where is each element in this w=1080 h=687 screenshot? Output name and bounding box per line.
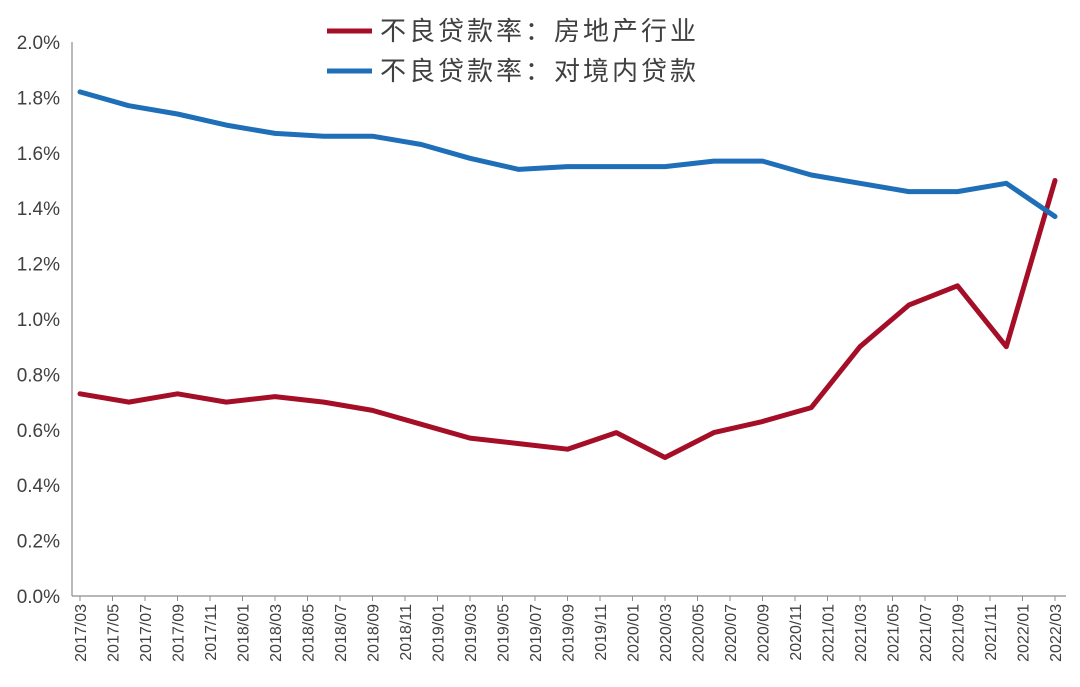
x-tick-label: 2021/11 (983, 604, 1000, 661)
y-tick-label: 1.6% (17, 144, 60, 165)
series-lines (77, 89, 1058, 460)
x-tick-label: 2020/11 (788, 604, 805, 661)
x-axis-ticks: 2017/03 2017/05 2017/07 2017/09 2017/11 2018/… (73, 596, 1065, 662)
x-tick-label: 2021/01 (821, 604, 838, 662)
y-tick-label: 0.2% (17, 532, 60, 553)
x-tick-label: 2019/01 (431, 604, 448, 662)
x-tick-label: 2020/09 (756, 604, 773, 662)
y-tick-label: 1.4% (17, 199, 60, 220)
x-tick-label: 2018/09 (366, 604, 383, 662)
y-tick-label: 0.0% (17, 587, 60, 608)
x-tick-label: 2022/01 (1016, 604, 1033, 662)
x-tick-label: 2017/11 (203, 604, 220, 661)
y-axis-ticks: 0.0% 0.2% 0.4% 0.6% 0.8% 1.0% 1.2% 1.4% 1.6% 1.8%… (17, 33, 60, 608)
x-tick-label: 2019/05 (496, 604, 513, 662)
series-line-domestic-loans (77, 89, 1058, 219)
legend-label-domestic-loans: 不良贷款率：对境内贷款 (380, 57, 699, 87)
x-tick-label: 2018/03 (268, 604, 285, 662)
legend-item-domestic-loans: 不良贷款率：对境内贷款 (327, 57, 699, 87)
y-tick-label: 1.0% (17, 310, 60, 331)
x-tick-label: 2019/03 (463, 604, 480, 662)
y-tick-label: 0.6% (17, 421, 60, 442)
y-tick-label: 0.8% (17, 365, 60, 386)
y-tick-label: 0.4% (17, 476, 60, 497)
x-tick-label: 2017/07 (138, 604, 155, 662)
x-tick-label: 2018/11 (398, 604, 415, 661)
y-tick-label: 1.2% (17, 255, 60, 276)
x-tick-label: 2017/05 (106, 604, 123, 662)
x-tick-label: 2017/09 (171, 604, 188, 662)
series-line-real-estate (77, 178, 1058, 460)
x-tick-label: 2021/07 (918, 604, 935, 662)
y-tick-label: 2.0% (17, 33, 60, 54)
x-tick-label: 2018/05 (301, 604, 318, 662)
y-tick-label: 1.8% (17, 88, 60, 109)
x-tick-label: 2022/03 (1048, 604, 1065, 662)
x-tick-label: 2020/03 (658, 604, 675, 662)
x-tick-label: 2020/01 (626, 604, 643, 662)
legend-label-real-estate: 不良贷款率：房地产行业 (380, 17, 699, 47)
x-tick-label: 2019/07 (528, 604, 545, 662)
legend: 不良贷款率：房地产行业 不良贷款率：对境内贷款 (327, 17, 699, 87)
x-tick-label: 2018/01 (236, 604, 253, 662)
x-tick-label: 2021/03 (853, 604, 870, 662)
x-tick-label: 2021/09 (951, 604, 968, 662)
x-tick-label: 2019/11 (593, 604, 610, 661)
x-tick-label: 2021/05 (886, 604, 903, 662)
x-tick-label: 2020/05 (691, 604, 708, 662)
x-tick-label: 2018/07 (333, 604, 350, 662)
x-tick-label: 2020/07 (723, 604, 740, 662)
x-tick-label: 2017/03 (73, 604, 90, 662)
legend-item-real-estate: 不良贷款率：房地产行业 (327, 17, 699, 47)
x-tick-label: 2019/09 (561, 604, 578, 662)
axes (71, 42, 1066, 597)
